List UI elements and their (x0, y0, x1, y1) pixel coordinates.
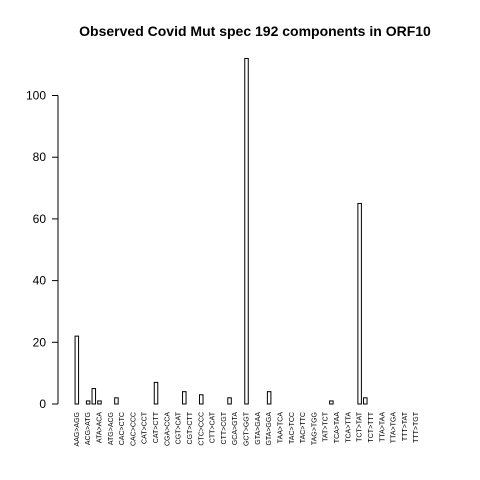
bar (74, 335, 80, 405)
x-tick-label: CAT>CTT (153, 411, 160, 443)
x-tick-label: CGT>CTT (187, 411, 194, 444)
x-tick-label: GCA>GTA (232, 412, 239, 445)
x-tick-label: TAA>TCA (277, 412, 284, 444)
y-tick-label: 100 (26, 89, 46, 103)
x-tick-label: GCT>GGT (244, 411, 251, 446)
bar (244, 57, 249, 405)
x-tick-label: TAT>TCT (323, 411, 330, 442)
x-tick-label: ATG>ACG (108, 412, 115, 445)
x-tick-label: CTT>CGT (221, 411, 228, 444)
x-tick-label: GTA>GGA (266, 412, 273, 446)
x-tick-label: CAC>CTC (119, 412, 126, 445)
y-tick-label: 80 (33, 150, 47, 164)
bar (357, 202, 362, 405)
y-tick-label: 20 (33, 335, 47, 349)
bar-series (74, 57, 368, 405)
bar (329, 400, 334, 405)
bar (266, 391, 272, 405)
x-tick-label: CAC>CCC (130, 412, 137, 446)
x-tick-label: TCA>TAA (334, 412, 341, 444)
x-axis-labels: AAG>AGG ACG>ATG ATA>ACA ATG>ACG CAC>CTC CAC>C… (74, 411, 420, 446)
x-tick-label: TTA>TAA (379, 412, 386, 442)
y-axis: 0 20 40 60 80 100 (26, 89, 59, 411)
x-tick-label: TAC>TCC (289, 412, 296, 444)
y-tick-label: 40 (33, 274, 47, 288)
x-tick-label: TAC>TTC (300, 412, 307, 443)
y-tick-label: 0 (39, 397, 46, 411)
x-tick-label: ATA>ACA (96, 412, 103, 443)
x-tick-label: ACG>ATG (85, 412, 92, 445)
x-tick-label: TCT>TAT (357, 411, 364, 442)
x-tick-label: TCA>TTA (345, 412, 352, 443)
bar (97, 400, 102, 405)
x-tick-label: TTT>TGT (413, 411, 420, 443)
chart-title: Observed Covid Mut spec 192 components i… (79, 23, 431, 39)
x-tick-label: TTT>TAT (402, 411, 409, 441)
bar (182, 391, 187, 405)
bar (199, 394, 204, 405)
bar (363, 397, 368, 405)
bar (114, 397, 119, 405)
x-tick-label: CAT>CCT (142, 411, 149, 444)
bar (85, 400, 91, 405)
bar (91, 388, 97, 405)
bar (227, 397, 232, 405)
y-tick-label: 60 (33, 212, 47, 226)
x-tick-label: CTT>CAT (210, 411, 217, 443)
x-tick-label: CGA>CCA (164, 412, 171, 446)
x-tick-label: CGT>CAT (176, 411, 183, 444)
x-tick-label: TAG>TGG (311, 412, 318, 445)
x-tick-label: GTA>GAA (255, 412, 262, 445)
x-tick-label: TTA>TGA (391, 412, 398, 444)
x-tick-label: CTC>CCC (198, 412, 205, 446)
x-tick-label: TCT>TTT (368, 411, 375, 442)
bar (153, 381, 159, 405)
x-tick-label: AAG>AGG (74, 412, 81, 446)
